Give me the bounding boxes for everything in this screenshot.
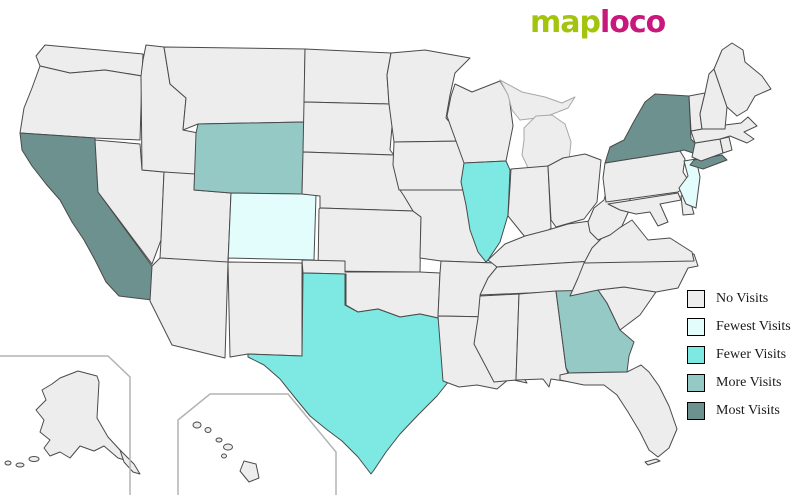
state-sd — [302, 101, 395, 156]
legend-swatch-fewest-visits — [687, 318, 705, 336]
hawaii-island — [204, 427, 212, 433]
state-nd — [303, 48, 392, 105]
state-mi-upper — [499, 79, 576, 121]
hawaii-island — [215, 437, 223, 443]
state-nc — [569, 253, 699, 297]
state-nh — [699, 68, 728, 130]
state-or — [19, 65, 143, 141]
state-ny-long-island — [689, 154, 728, 170]
alaska-inset-border — [0, 355, 131, 495]
state-il — [460, 160, 511, 263]
state-in — [507, 165, 552, 238]
state-co — [227, 192, 317, 264]
hawaii-island — [223, 443, 233, 451]
state-fl-keys — [644, 458, 661, 466]
logo-loco-text: loco — [599, 5, 666, 40]
inset-borders — [0, 355, 337, 495]
state-mt — [163, 46, 306, 131]
state-ny — [604, 93, 700, 164]
legend-swatch-fewer-visits — [687, 346, 705, 364]
state-tx — [247, 272, 450, 475]
legend-swatch-most-visits — [687, 402, 705, 420]
legend-label-most-visits: Most Visits — [716, 403, 780, 418]
legend-row-fewer-visits: Fewer Visits — [687, 346, 791, 364]
state-ma — [690, 116, 758, 144]
legend: No Visits Fewest Visits Fewer Visits Mor… — [687, 290, 791, 430]
state-oh — [547, 153, 602, 228]
legend-row-more-visits: More Visits — [687, 374, 791, 392]
state-wy — [193, 121, 305, 195]
legend-label-fewer-visits: Fewer Visits — [716, 347, 787, 362]
legend-row-fewest-visits: Fewest Visits — [687, 318, 791, 336]
legend-swatch-no-visits — [687, 290, 705, 308]
aleutian-island — [15, 462, 25, 468]
legend-row-most-visits: Most Visits — [687, 402, 791, 420]
maploco-logo[interactable]: maploco — [530, 5, 666, 40]
state-md — [607, 192, 682, 227]
state-ak — [35, 370, 129, 462]
state-me — [713, 42, 772, 117]
hawaii-island — [192, 421, 202, 429]
legend-swatch-more-visits — [687, 374, 705, 392]
hawaii-island — [221, 453, 227, 459]
legend-label-fewest-visits: Fewest Visits — [716, 319, 791, 334]
aleutian-island — [4, 460, 12, 466]
legend-label-more-visits: More Visits — [716, 375, 782, 390]
state-az — [149, 257, 229, 359]
state-fl — [559, 364, 678, 458]
aleutian-island — [28, 456, 40, 462]
state-va — [583, 219, 695, 264]
state-mn — [386, 49, 471, 143]
state-nm — [227, 261, 303, 358]
hawaii-big-island — [239, 460, 260, 483]
legend-row-no-visits: No Visits — [687, 290, 791, 308]
logo-map-text: map — [530, 5, 601, 40]
hawaii-inset-border — [177, 393, 337, 495]
legend-label-no-visits: No Visits — [716, 291, 769, 306]
states-group — [4, 42, 772, 483]
